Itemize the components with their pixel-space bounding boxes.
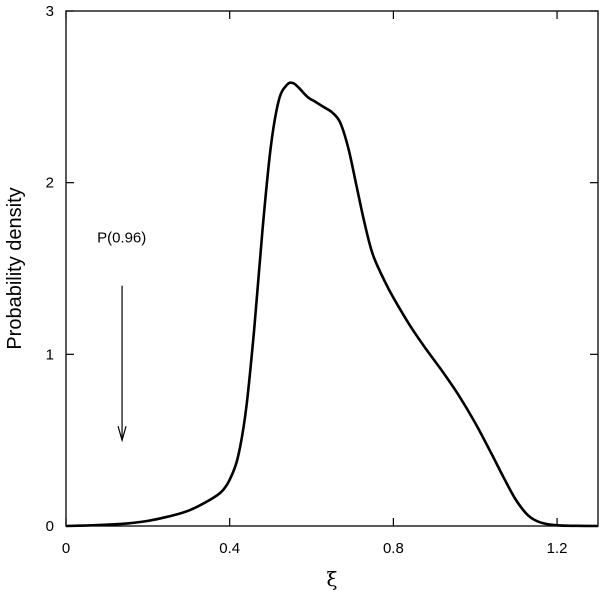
y-tick-label: 3 [46, 3, 54, 20]
annotation-label: P(0.96) [97, 230, 146, 247]
x-tick-label: 0.4 [219, 540, 240, 557]
x-tick-label: 0.8 [383, 540, 404, 557]
y-tick-label: 0 [46, 518, 54, 535]
x-tick-label: 1.2 [547, 540, 568, 557]
plot-border [65, 10, 599, 527]
density-curve [65, 81, 599, 528]
plot-frame [65, 10, 599, 527]
annotation-arrow-head [117, 426, 127, 443]
tick-marks [65, 10, 598, 527]
x-tick-label: 0 [62, 540, 70, 557]
y-tick-label: 1 [46, 346, 54, 363]
annotation: P(0.96) [97, 230, 146, 443]
y-axis-label: Probability density [4, 187, 26, 349]
tick-labels: 0 0.4 0.8 1.2 0 1 2 3 [46, 3, 568, 557]
y-tick-label: 2 [46, 175, 54, 192]
x-axis-label: ξ [326, 567, 337, 591]
